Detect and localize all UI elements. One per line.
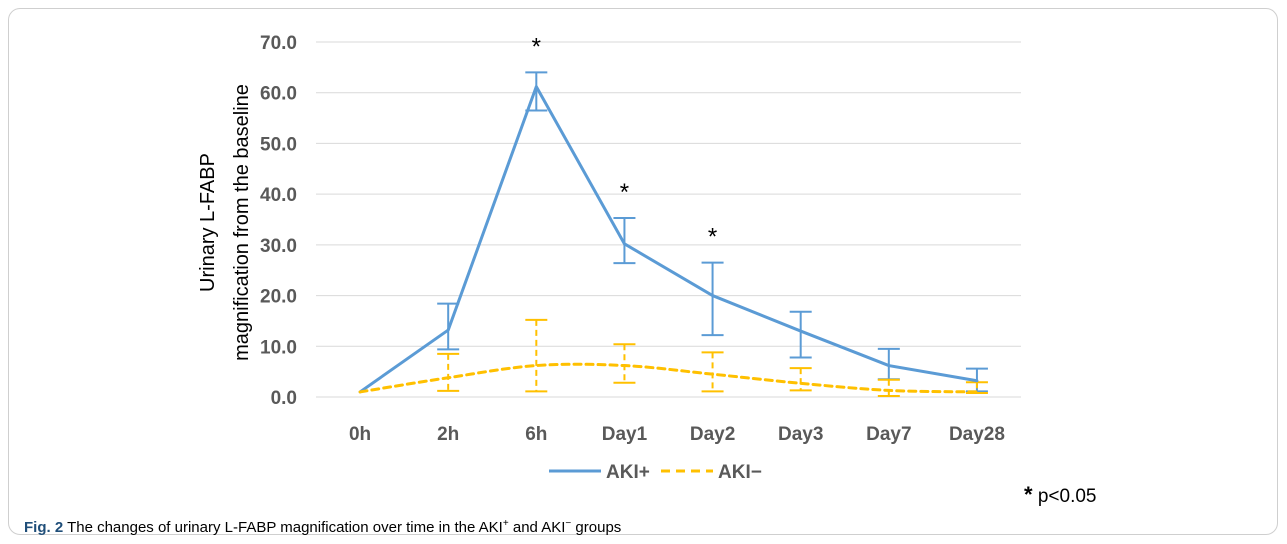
- y-tick-label: 10.0: [260, 337, 297, 358]
- y-tick-label: 0.0: [271, 388, 297, 409]
- x-tick-labels: 0h 2h 6h Day1 Day2 Day3 Day7 Day28: [349, 424, 1005, 445]
- x-tick-label: Day3: [778, 424, 823, 445]
- caption-sup-plus: +: [502, 518, 509, 529]
- note-text: p<0.05: [1032, 486, 1097, 507]
- note-asterisk: *: [1024, 482, 1033, 507]
- figure-frame: [8, 8, 1278, 535]
- significance-markers: * * *: [532, 33, 718, 250]
- figure-caption: Fig. 2 The changes of urinary L-FABP mag…: [24, 518, 621, 536]
- caption-label: Fig. 2: [24, 519, 64, 536]
- y-tick-label: 60.0: [260, 84, 297, 105]
- x-tick-label: 0h: [349, 424, 371, 445]
- series-line-0: [358, 85, 979, 394]
- x-tick-label: 6h: [525, 424, 547, 445]
- series-lines: [358, 85, 979, 394]
- x-tick-label: Day1: [602, 424, 648, 445]
- significance-note: * p<0.05: [1024, 482, 1096, 508]
- legend: AKI+ AKI−: [549, 462, 762, 483]
- error-bars: [437, 71, 988, 397]
- y-axis-label: Urinary L-FABP magnification from the bas…: [197, 84, 253, 361]
- caption-text-2: and AKI: [508, 519, 566, 536]
- legend-label-0: AKI+: [606, 462, 650, 483]
- x-tick-label: Day7: [866, 424, 911, 445]
- x-tick-label: Day28: [949, 424, 1005, 445]
- y-tick-label: 30.0: [260, 236, 297, 257]
- series-line-1: [358, 362, 979, 394]
- y-axis-label-line: Urinary L-FABP: [197, 153, 219, 292]
- y-tick-label: 70.0: [260, 33, 297, 54]
- caption-text-1: The changes of urinary L-FABP magnificat…: [63, 519, 503, 536]
- gridlines: [316, 41, 1021, 398]
- y-tick-labels: 0.0 10.0 20.0 30.0 40.0 50.0 60.0 70.0: [260, 33, 297, 409]
- x-tick-label: Day2: [690, 424, 735, 445]
- caption-sup-minus: −: [565, 518, 572, 529]
- y-tick-label: 40.0: [260, 185, 297, 206]
- y-tick-label: 50.0: [260, 134, 297, 155]
- caption-text-3: groups: [571, 519, 622, 536]
- significance-star: *: [620, 179, 629, 206]
- y-axis-label-line: magnification from the baseline: [231, 84, 253, 361]
- x-tick-label: 2h: [437, 424, 459, 445]
- y-tick-label: 20.0: [260, 287, 297, 308]
- significance-star: *: [708, 224, 717, 251]
- significance-star: *: [532, 33, 541, 60]
- legend-label-1: AKI−: [718, 462, 762, 483]
